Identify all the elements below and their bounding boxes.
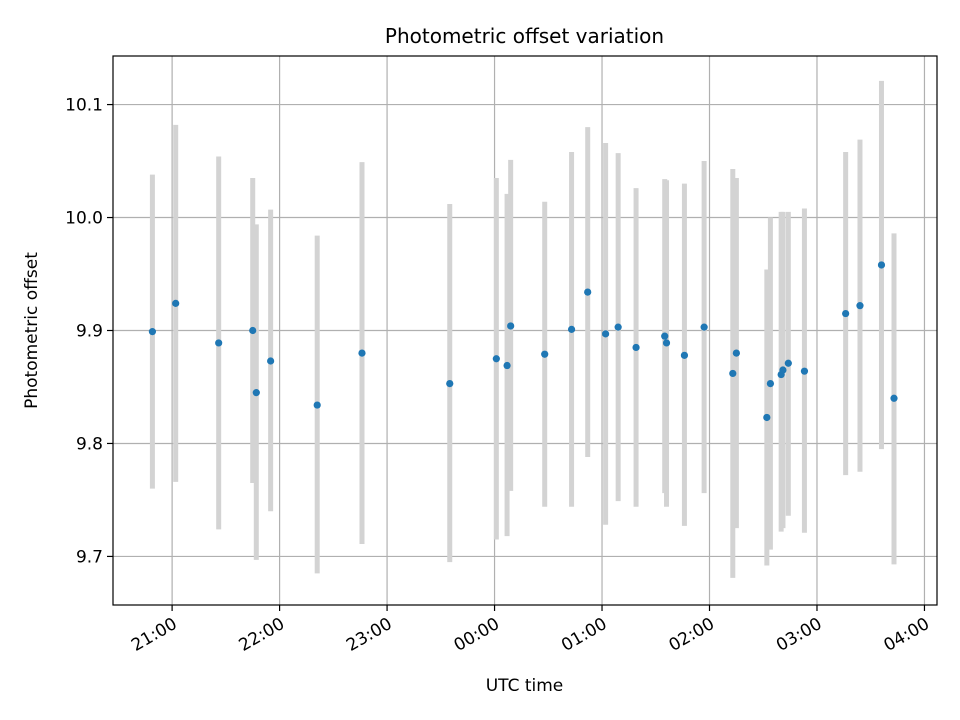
y-tick-label: 9.8 (76, 434, 103, 454)
data-point (503, 361, 511, 370)
y-tick-label: 9.7 (76, 547, 103, 567)
y-axis: 9.7 9.8 9.9 10.0 10.1 (65, 96, 113, 567)
data-point (567, 325, 576, 333)
data-point (800, 367, 809, 375)
data-point (313, 401, 321, 409)
data-point (541, 350, 549, 358)
data-point (358, 349, 366, 357)
y-tick-label: 10.0 (65, 209, 103, 229)
y-axis-label: Photometric offset (22, 252, 42, 409)
x-axis-label: UTC time (486, 676, 564, 696)
data-point (680, 351, 689, 359)
y-tick-label: 9.9 (76, 322, 103, 342)
chart-title: Photometric offset variation (385, 24, 664, 48)
data-point (890, 394, 898, 402)
data-point (267, 357, 275, 365)
data-point (877, 261, 886, 269)
data-point (252, 389, 260, 397)
data-points (148, 261, 898, 422)
data-point (661, 332, 669, 340)
data-point (172, 299, 180, 307)
data-point (215, 339, 223, 347)
data-point (732, 349, 740, 357)
data-point (784, 359, 792, 367)
y-tick-label: 10.1 (65, 96, 103, 116)
data-point (662, 339, 671, 347)
data-point (766, 379, 775, 388)
data-point (614, 323, 622, 331)
data-point (492, 355, 500, 363)
data-point (779, 366, 787, 374)
data-point (856, 302, 864, 310)
data-point (249, 326, 257, 335)
data-point (632, 343, 640, 352)
data-point (700, 323, 708, 331)
data-point (507, 322, 515, 330)
data-point (602, 330, 610, 338)
data-point (148, 328, 157, 336)
data-point (842, 309, 850, 318)
data-point (729, 369, 737, 378)
data-point (446, 379, 454, 388)
data-point (584, 288, 592, 296)
data-point (763, 413, 771, 422)
